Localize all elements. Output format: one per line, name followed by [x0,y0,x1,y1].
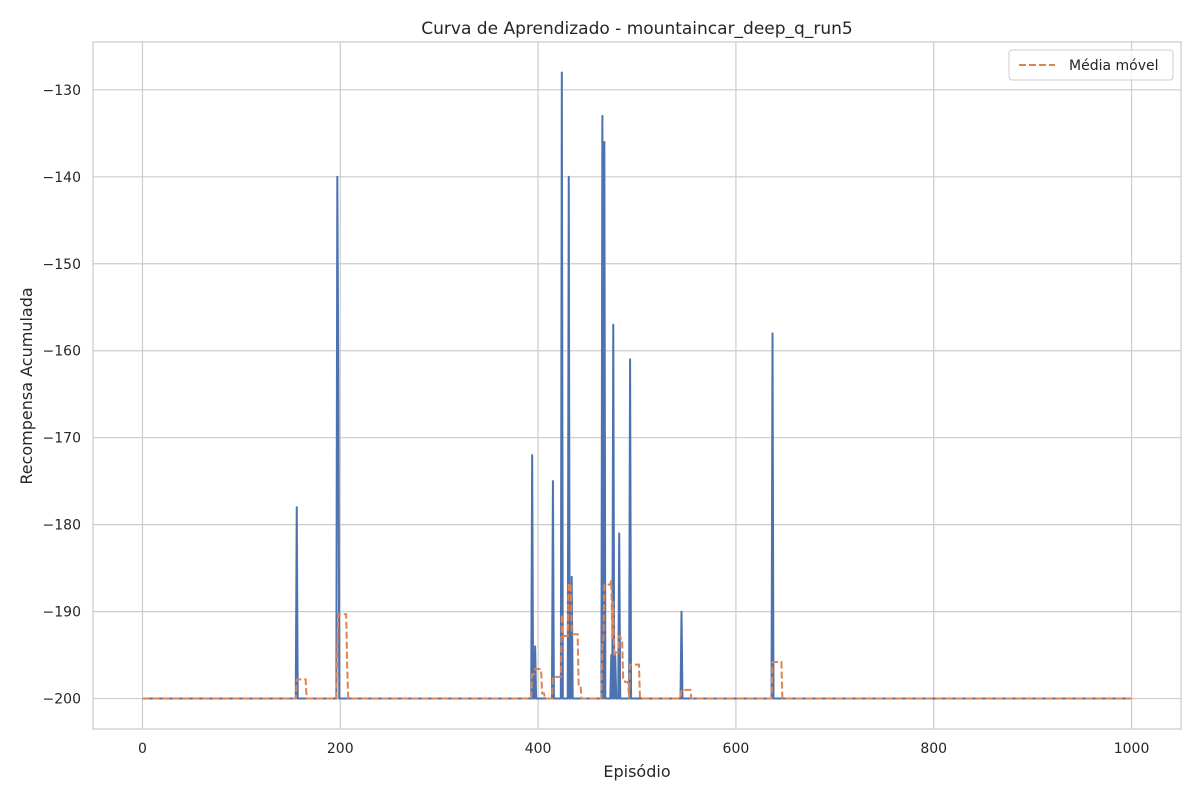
grid [93,42,1181,729]
y-tick-label: −150 [43,257,81,273]
x-tick-label: 800 [920,741,947,757]
y-tick-label: −160 [43,344,81,360]
y-tick-label: −200 [43,692,81,708]
chart-title: Curva de Aprendizado - mountaincar_deep_… [421,19,852,39]
legend-box [1008,49,1174,81]
x-tick-label: 0 [138,741,147,757]
plot-area [142,71,1132,700]
y-axis-label: Recompensa Acumulada [17,287,36,484]
y-axis: −200 −190 −180 −170 −160 −150 −140 −130 [43,83,81,708]
legend-label-moving-average: Média móvel [1069,58,1159,74]
y-tick-label: −190 [43,605,81,621]
y-tick-label: −180 [43,518,81,534]
y-tick-label: −130 [43,83,81,99]
y-tick-label: −140 [43,170,81,186]
x-axis-label: Episódio [603,762,670,781]
x-tick-label: 600 [723,741,750,757]
y-tick-label: −170 [43,431,81,447]
moving-average-line [142,580,1132,700]
plot-frame [92,41,1182,730]
x-tick-label: 400 [525,741,552,757]
x-tick-label: 200 [327,741,354,757]
x-tick-label: 1000 [1114,741,1150,757]
x-axis: 0 200 400 600 800 1000 [138,741,1149,757]
legend[interactable]: Média móvel [1008,49,1174,81]
